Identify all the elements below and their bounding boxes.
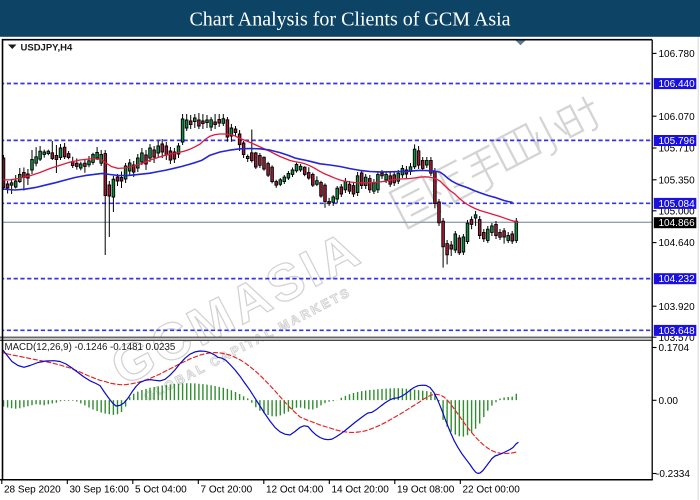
- svg-text:104.640: 104.640: [659, 238, 696, 249]
- svg-text:14 Oct 20:00: 14 Oct 20:00: [332, 485, 390, 496]
- svg-text:105.000: 105.000: [659, 206, 696, 217]
- svg-text:105.796: 105.796: [659, 136, 696, 147]
- svg-text:USDJPY,H4: USDJPY,H4: [21, 43, 73, 54]
- svg-text:12 Oct 04:00: 12 Oct 04:00: [266, 485, 324, 496]
- svg-text:MACD(12,26,9) -0.1246 -0.1481: MACD(12,26,9) -0.1246 -0.1481 0.0235: [5, 342, 176, 353]
- svg-text:22 Oct 00:00: 22 Oct 00:00: [463, 485, 521, 496]
- svg-text:104.232: 104.232: [659, 274, 696, 285]
- svg-text:106.440: 106.440: [659, 79, 696, 90]
- svg-text:Chart Analysis for Clients of: Chart Analysis for Clients of GCM Asia: [189, 9, 510, 31]
- svg-text:19 Oct 08:00: 19 Oct 08:00: [397, 485, 455, 496]
- svg-text:-0.2334: -0.2334: [656, 469, 690, 480]
- svg-text:103.920: 103.920: [659, 302, 696, 313]
- svg-text:105.710: 105.710: [659, 144, 696, 155]
- svg-text:7 Oct 20:00: 7 Oct 20:00: [201, 485, 253, 496]
- svg-text:30 Sep 16:00: 30 Sep 16:00: [70, 485, 130, 496]
- svg-text:28 Sep 2020: 28 Sep 2020: [4, 485, 61, 496]
- svg-text:5 Oct 04:00: 5 Oct 04:00: [135, 485, 187, 496]
- svg-text:106.780: 106.780: [659, 49, 696, 60]
- svg-text:103.570: 103.570: [659, 333, 696, 344]
- svg-text:106.070: 106.070: [659, 112, 696, 123]
- svg-text:105.084: 105.084: [659, 199, 696, 210]
- svg-text:0.00: 0.00: [659, 396, 679, 407]
- svg-text:104.866: 104.866: [659, 218, 696, 229]
- svg-text:103.648: 103.648: [659, 326, 696, 337]
- svg-text:0.1704: 0.1704: [659, 343, 690, 354]
- svg-text:105.350: 105.350: [659, 175, 696, 186]
